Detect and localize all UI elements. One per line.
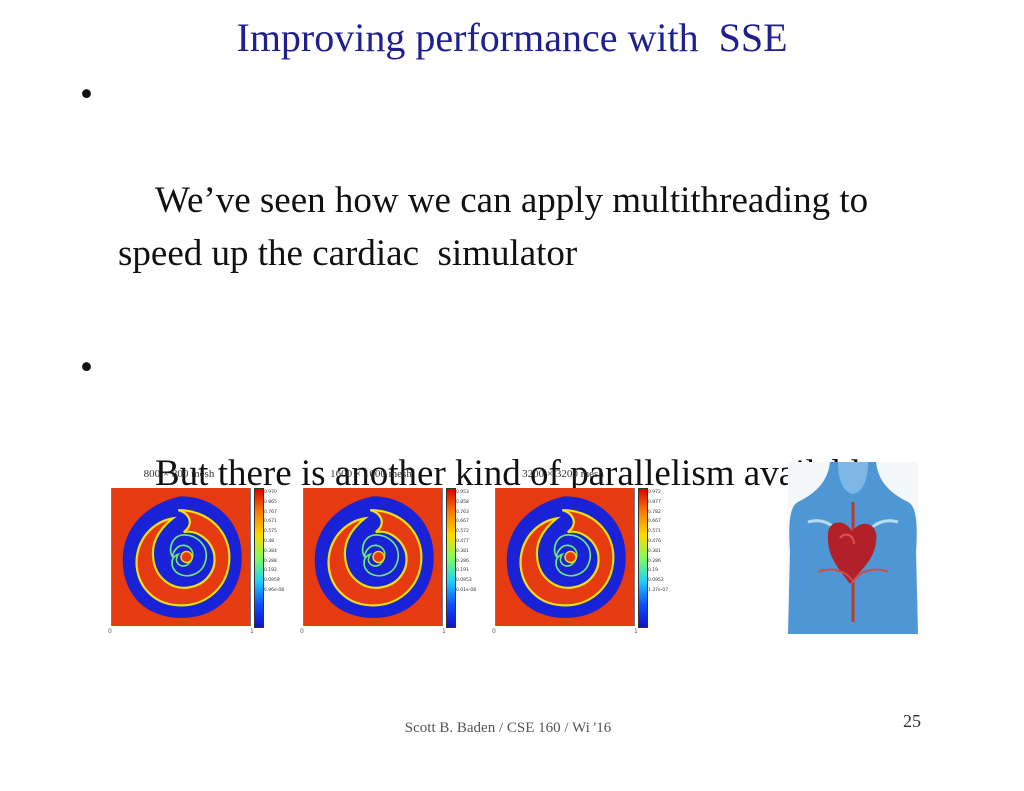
colorbar-tick: 0.667 xyxy=(456,519,469,525)
colorbar-tick: 0.572 xyxy=(456,529,469,535)
bullet-item: • We’ve seen how we can apply multithrea… xyxy=(80,68,960,333)
colorbar-tick: 0.48 xyxy=(264,538,275,544)
spiral-wave-plot xyxy=(302,488,444,626)
colorbar-tick: 0.0953 xyxy=(456,578,472,584)
simulation-figure-3200: 3200 × 3200 mesh 0.972 0.877 0.782 0.667… xyxy=(488,468,668,648)
colorbar xyxy=(638,488,648,628)
colorbar-tick: 0.384 xyxy=(264,548,277,554)
spiral-wave-plot xyxy=(110,488,252,626)
colorbar-tick: 0.477 xyxy=(456,538,469,544)
colorbar-tick: 0.667 xyxy=(648,519,661,525)
x-axis-end: 1 xyxy=(250,628,254,635)
page-number: 25 xyxy=(903,711,921,731)
colorbar-tick: 0.191 xyxy=(456,568,469,574)
colorbar-tick: 0.381 xyxy=(456,548,469,554)
figure-title: 800 × 800 mesh xyxy=(143,468,215,480)
colorbar-tick: 0.288 xyxy=(264,558,277,564)
colorbar-tick: 0.476 xyxy=(648,538,661,544)
colorbar-tick: 6.01e-08 xyxy=(456,587,477,593)
colorbar-tick: 0.763 xyxy=(456,509,469,515)
colorbar-tick: 0.877 xyxy=(648,499,661,505)
figure-title: 3200 × 3200 mesh xyxy=(522,468,604,480)
colorbar-tick: 0.381 xyxy=(648,548,661,554)
x-axis-start: 0 xyxy=(108,628,112,635)
colorbar-tick: 0.0959 xyxy=(264,578,280,584)
colorbar-tick: 0.970 xyxy=(264,490,277,495)
colorbar xyxy=(254,488,264,628)
colorbar-tick: 1.37e-07 xyxy=(648,587,669,593)
bullet-dot: • xyxy=(80,74,93,115)
colorbar-tick: 6.96e-08 xyxy=(264,587,285,593)
colorbar xyxy=(446,488,456,628)
x-axis-end: 1 xyxy=(442,628,446,635)
colorbar-tick: 0.571 xyxy=(648,529,661,535)
colorbar-ticks: 0.953 0.858 0.763 0.667 0.572 0.477 0.38… xyxy=(456,488,480,626)
colorbar-tick: 0.865 xyxy=(264,499,277,505)
slide-footer: Scott B. Baden / CSE 160 / Wi '16 xyxy=(404,720,612,736)
x-axis-end: 1 xyxy=(634,628,638,635)
x-axis-start: 0 xyxy=(300,628,304,635)
slide-title: Improving performance with SSE xyxy=(236,15,788,60)
colorbar-tick: 0.782 xyxy=(648,509,661,515)
colorbar-tick: 0.0952 xyxy=(648,578,664,584)
colorbar-tick: 0.767 xyxy=(264,509,277,515)
spiral-wave-plot xyxy=(494,488,636,626)
simulation-figure-1600: 1600 × 1600 mesh 0.953 0.858 0.763 0.667… xyxy=(296,468,476,648)
colorbar-tick: 0.575 xyxy=(264,529,277,535)
colorbar-ticks: 0.972 0.877 0.782 0.667 0.571 0.476 0.38… xyxy=(648,488,672,626)
colorbar-tick: 0.953 xyxy=(456,490,469,495)
figure-title: 1600 × 1600 mesh xyxy=(330,468,412,480)
bullet-dot: • xyxy=(80,347,93,388)
colorbar-tick: 0.972 xyxy=(648,490,661,495)
colorbar-tick: 0.286 xyxy=(456,558,469,564)
colorbar-tick: 0.286 xyxy=(648,558,661,564)
colorbar-tick: 0.858 xyxy=(456,499,469,505)
human-torso-heart-image xyxy=(788,462,918,634)
simulation-figure-800: 800 × 800 mesh 0.970 0.865 0.767 0.671 0… xyxy=(104,468,284,648)
bullet-text: We’ve seen how we can apply multithreadi… xyxy=(118,180,878,274)
colorbar-tick: 0.19 xyxy=(648,568,659,574)
colorbar-tick: 0.671 xyxy=(264,519,277,525)
colorbar-tick: 0.192 xyxy=(264,568,277,574)
colorbar-ticks: 0.970 0.865 0.767 0.671 0.575 0.48 0.384… xyxy=(264,488,288,626)
x-axis-start: 0 xyxy=(492,628,496,635)
